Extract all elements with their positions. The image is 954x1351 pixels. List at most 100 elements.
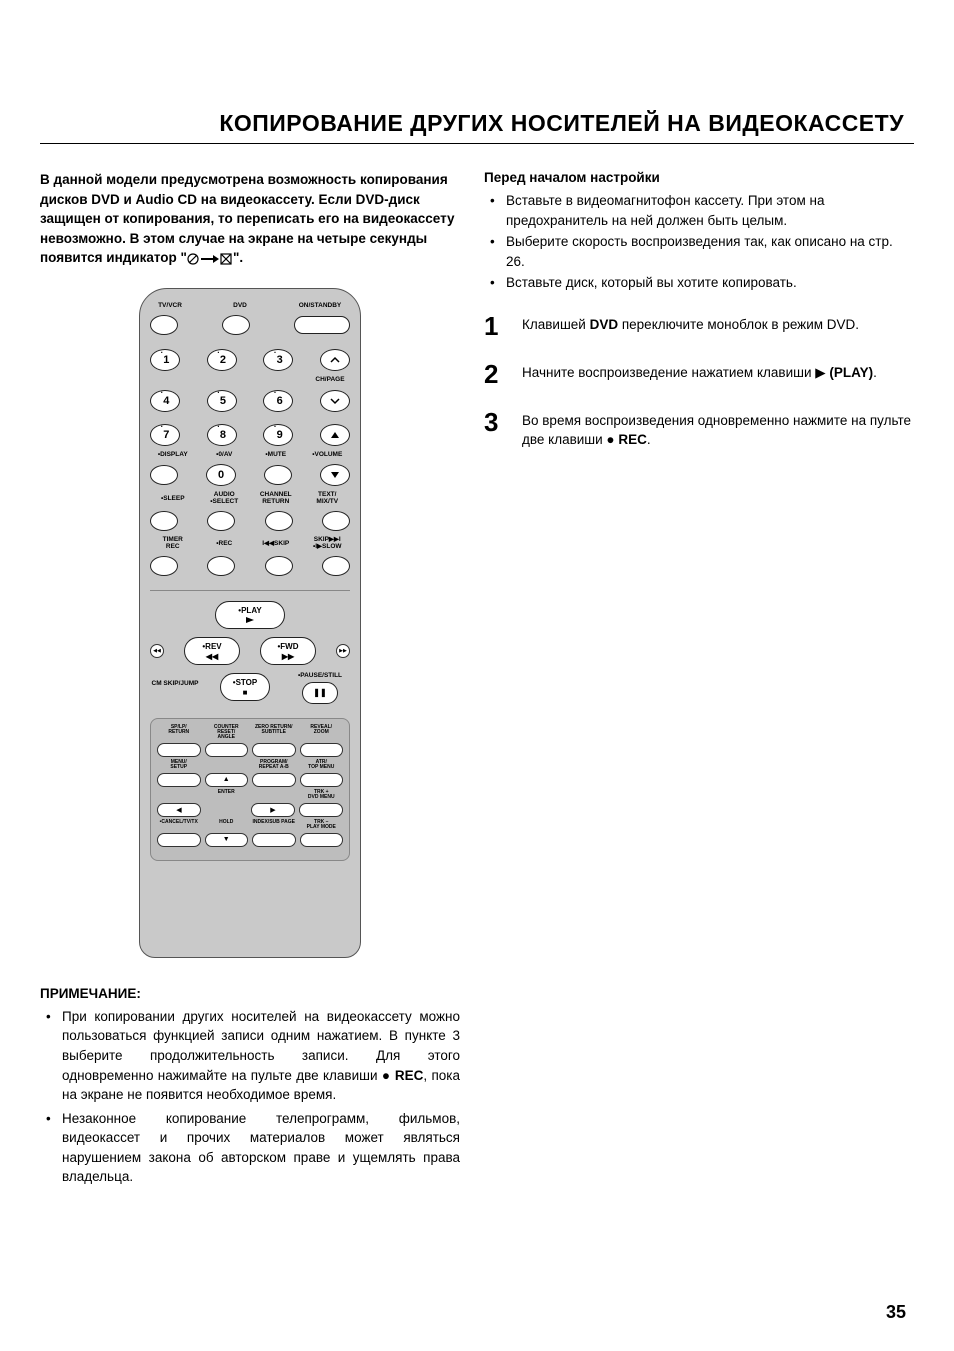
remote-btn-7: ·7 <box>150 424 180 446</box>
play-icon <box>245 616 255 624</box>
bp-label-atr: ATR/ TOP MENU <box>300 760 344 770</box>
bp-label-blank <box>205 760 249 770</box>
remote-label-tvvcr: TV/VCR <box>150 303 190 310</box>
bp-btn-up: ▲ <box>205 773 249 787</box>
bp-btn-index <box>252 833 296 847</box>
remote-label-skipf: SKIP▶▶I •I▶SLOW <box>305 537 351 550</box>
setup-list: Вставьте в видеомагнитофон кассету. При … <box>484 191 914 293</box>
remote-label-standby: ON/STANDBY <box>290 303 350 310</box>
remote-btn-0: 0 <box>206 464 236 486</box>
remote-label-chreturn: CHANNEL RETURN <box>253 492 299 505</box>
remote-btn-voldown <box>320 464 350 486</box>
step-number-2: 2 <box>484 361 504 387</box>
remote-label-skipb: I◀◀SKIP <box>253 541 299 548</box>
remote-jog-right: ▶▶ <box>336 644 350 658</box>
bp-label-hold: HOLD <box>205 820 249 830</box>
setup-item-3: Вставьте диск, который вы хотите копиров… <box>484 273 914 293</box>
bp-btn-right: ▶ <box>251 803 295 817</box>
remote-btn-sleep <box>150 511 178 531</box>
remote-btn-fwd: •FWD ▶▶ <box>260 637 316 665</box>
notes-list: При копировании других носителей на виде… <box>40 1007 460 1187</box>
remote-btn-chreturn <box>265 511 293 531</box>
bp-btn-4 <box>300 743 344 757</box>
stop-icon: ■ <box>243 688 248 697</box>
remote-btn-chup <box>320 349 350 371</box>
remote-label-cmskip: CM SKIP/JUMP <box>150 673 200 688</box>
bp-btn-trkplus <box>299 803 343 817</box>
bp-btn-down: ▼ <box>205 833 249 847</box>
bp-btn-program <box>252 773 296 787</box>
remote-btn-display <box>150 465 178 485</box>
bp-label-enter: ENTER <box>205 790 249 800</box>
rev-icon: ◀◀ <box>206 652 218 661</box>
remote-label-pause: •PAUSE/STILL <box>290 673 350 680</box>
step-text-1: Клавишей DVD переключите моноблок в режи… <box>522 313 914 339</box>
remote-illustration: TV/VCR DVD ON/STANDBY ·1 ·2 ·3 <box>40 288 460 958</box>
remote-label-fwd: •FWD <box>277 642 298 651</box>
bp-label-blank2 <box>157 790 201 800</box>
remote-btn-3: ·3 <box>263 349 293 371</box>
intro-paragraph: В данной модели предусмотрена возможност… <box>40 170 460 268</box>
bp-label-trkplus: TRK + DVD MENU <box>300 790 344 800</box>
step1-before: Клавишей <box>522 317 590 332</box>
bp-btn-trkminus <box>300 833 344 847</box>
remote-btn-rev: •REV ◀◀ <box>184 637 240 665</box>
step2-after: . <box>873 365 877 380</box>
step2-bold: (PLAY) <box>829 365 873 380</box>
step1-bold: DVD <box>590 317 619 332</box>
remote-btn-8: ·8 <box>207 424 237 446</box>
remote-btn-volup <box>320 424 350 446</box>
step-number-1: 1 <box>484 313 504 339</box>
remote-bottom-panel: SP/LP/ RETURN COUNTER RESET/ ANGLE ZERO … <box>150 718 350 861</box>
bp-btn-cancel <box>157 833 201 847</box>
remote-label-mute: •MUTE <box>253 452 299 459</box>
bp-label-splp: SP/LP/ RETURN <box>157 725 201 740</box>
remote-btn-1: ·1 <box>150 349 180 371</box>
right-column: Перед началом настройки Вставьте в видео… <box>484 170 914 1191</box>
remote-btn-text <box>322 511 350 531</box>
remote-label-rec: •REC <box>202 541 248 548</box>
bp-btn-2 <box>205 743 249 757</box>
bp-btn-menu <box>157 773 201 787</box>
remote-transport-section: •PLAY ◀◀ •REV ◀◀ •FWD <box>150 590 350 704</box>
bp-btn-left: ◀ <box>157 803 201 817</box>
remote-btn-mute <box>264 465 292 485</box>
remote-btn-rec <box>207 556 235 576</box>
bp-label-zero: ZERO RETURN/ SUBTITLE <box>252 725 296 740</box>
step3-after: . <box>647 432 651 447</box>
step-text-3: Во время воспроизведения одновременно на… <box>522 409 914 450</box>
step1-after: переключите моноблок в режим DVD. <box>618 317 859 332</box>
remote-label-text: TEXT/ MIX/TV <box>305 492 351 505</box>
bp-label-cancel: •CANCEL/TV/TX <box>157 820 201 830</box>
bp-label-program: PROGRAM/ REPEAT A-B <box>252 760 296 770</box>
step-number-3: 3 <box>484 409 504 450</box>
bp-label-index: INDEX/SUB PAGE <box>252 820 296 830</box>
bp-label-reveal: REVEAL/ ZOOM <box>300 725 344 740</box>
setup-item-1: Вставьте в видеомагнитофон кассету. При … <box>484 191 914 230</box>
page-number: 35 <box>886 1302 906 1323</box>
remote-label-dvd: DVD <box>220 303 260 310</box>
step-2: 2 Начните воспроизведение нажатием клави… <box>484 361 914 387</box>
note2-before: Незаконное копирование телепрограмм, фил… <box>62 1111 460 1185</box>
remote-btn-timer <box>150 556 178 576</box>
bp-label-menu: MENU/ SETUP <box>157 760 201 770</box>
step2-before: Начните воспроизведение нажатием клавиши… <box>522 365 829 380</box>
remote-btn-5: ·5 <box>207 390 237 412</box>
note-item-2: Незаконное копирование телепрограмм, фил… <box>40 1109 460 1187</box>
remote-label-chpage: CH/PAGE <box>310 377 350 384</box>
remote-label-timer: TIMER REC <box>150 537 196 550</box>
remote-btn-audio <box>207 511 235 531</box>
step-3: 3 Во время воспроизведения одновременно … <box>484 409 914 450</box>
pause-icon: ❚❚ <box>313 688 326 697</box>
remote-label-audio: AUDIO •SELECT <box>202 492 248 505</box>
remote-btn-2: ·2 <box>207 349 237 371</box>
note1-bold: REC <box>395 1068 424 1083</box>
remote-btn-dvd <box>222 315 250 335</box>
bp-label-counter: COUNTER RESET/ ANGLE <box>205 725 249 740</box>
two-column-layout: В данной модели предусмотрена возможност… <box>40 170 914 1191</box>
step-1: 1 Клавишей DVD переключите моноблок в ре… <box>484 313 914 339</box>
remote-btn-9: ·9 <box>263 424 293 446</box>
remote-label-play: •PLAY <box>238 606 261 615</box>
bp-label-blank3 <box>252 790 296 800</box>
notes-heading: ПРИМЕЧАНИЕ: <box>40 986 460 1001</box>
